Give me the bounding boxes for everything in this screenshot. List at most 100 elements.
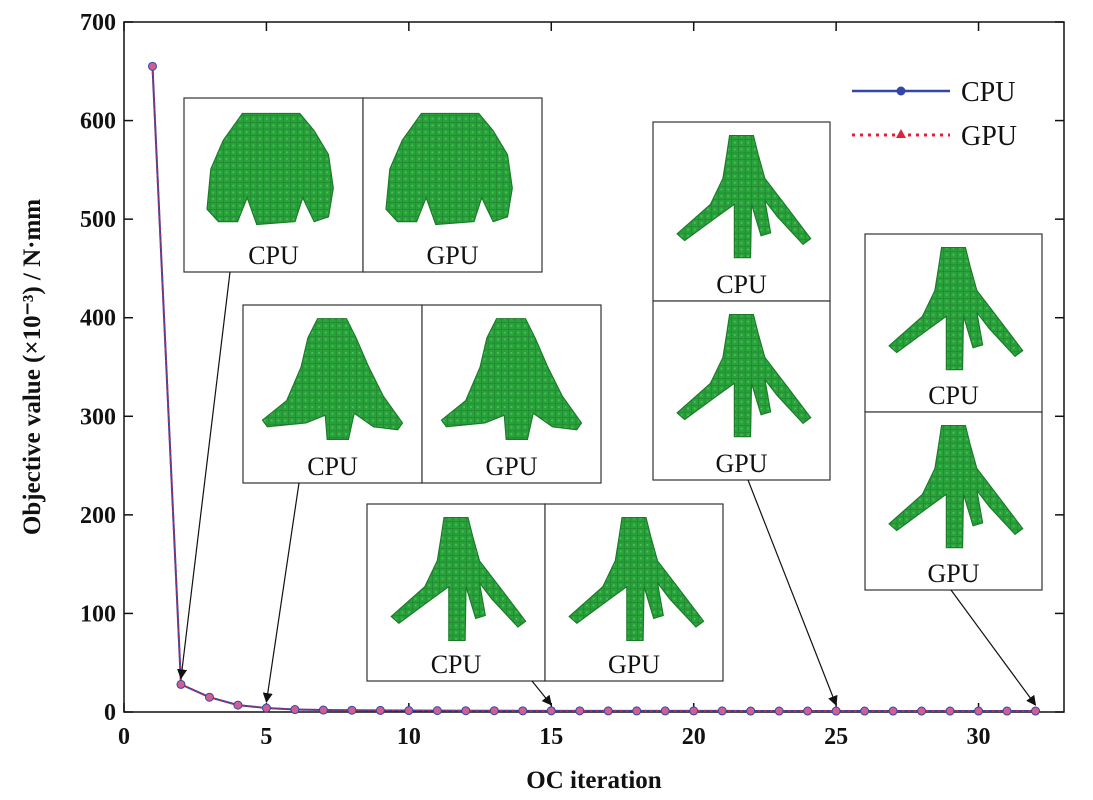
- y-tick-label: 600: [80, 109, 116, 135]
- data-point-gpu: [462, 707, 470, 715]
- series-layer: [147, 61, 1041, 716]
- tripod-model-shape: [888, 246, 1024, 371]
- tripod-model-shape: [676, 313, 812, 438]
- inset-label-cpu: CPU: [248, 241, 299, 270]
- inset-panel: CPU GPU: [864, 233, 1043, 591]
- inset-cell-gpu: GPU: [421, 304, 602, 484]
- callout-arrow: [747, 479, 838, 706]
- x-tick-label: 5: [260, 724, 272, 750]
- x-tick-label: 10: [397, 724, 421, 750]
- data-point-gpu: [861, 707, 869, 715]
- callout-arrow: [177, 271, 231, 680]
- data-point-gpu: [633, 707, 641, 715]
- inset-panel: CPU GPU: [183, 97, 543, 273]
- data-point-gpu: [975, 707, 983, 715]
- tripod-model-shape: [676, 134, 812, 259]
- legend-label-gpu: GPU: [961, 121, 1017, 152]
- data-point-gpu: [234, 701, 242, 709]
- y-tick-label: 500: [80, 207, 116, 233]
- data-point-gpu: [148, 62, 156, 70]
- inset-cell-cpu: CPU: [183, 97, 364, 273]
- x-axis: 0 5 10 15 20 25 30: [118, 22, 991, 750]
- data-point-gpu: [747, 707, 755, 715]
- inset-panel: CPU GPU: [366, 503, 724, 682]
- data-point-gpu: [576, 707, 584, 715]
- x-tick-label: 15: [539, 724, 563, 750]
- legend: CPU GPU: [852, 77, 1017, 152]
- y-axis: 0 100 200 300 400 500 600 700: [80, 10, 1064, 726]
- data-point-gpu: [519, 707, 527, 715]
- inset-cell-cpu: CPU: [242, 304, 423, 484]
- data-point-gpu: [661, 707, 669, 715]
- arrows-layer: [177, 271, 1037, 706]
- y-tick-label: 300: [80, 404, 116, 430]
- inset-cell-cpu: CPU: [652, 121, 831, 302]
- data-point-gpu: [1032, 707, 1040, 715]
- data-point-gpu: [376, 706, 384, 714]
- inset-label-gpu: GPU: [715, 449, 767, 478]
- tent-model-shape: [261, 318, 404, 440]
- series-line-cpu: [151, 66, 1036, 713]
- inset-label-cpu: CPU: [716, 270, 767, 299]
- inset-cell-cpu: CPU: [366, 503, 546, 682]
- inset-label-cpu: CPU: [431, 650, 482, 679]
- data-point-gpu: [604, 707, 612, 715]
- inset-cell-gpu: GPU: [544, 503, 724, 682]
- x-tick-label: 0: [118, 724, 130, 750]
- data-point-gpu: [1003, 707, 1011, 715]
- data-point-gpu: [718, 707, 726, 715]
- y-tick-label: 700: [80, 10, 116, 36]
- inset-label-cpu: CPU: [307, 452, 358, 481]
- data-point-gpu: [177, 680, 185, 688]
- legend-marker-gpu: [896, 129, 906, 138]
- callout-arrow: [262, 482, 300, 704]
- legend-marker-cpu: [896, 86, 906, 96]
- tent-model-shape: [440, 318, 583, 440]
- inset-cell-gpu: GPU: [362, 97, 543, 273]
- data-point-gpu: [832, 707, 840, 715]
- data-point-gpu: [490, 707, 498, 715]
- data-point-gpu: [775, 707, 783, 715]
- inset-panel: CPU GPU: [242, 304, 602, 484]
- data-point-gpu: [348, 706, 356, 714]
- tripod-model-shape: [568, 517, 705, 642]
- inset-label-gpu: GPU: [485, 452, 537, 481]
- legend-label-cpu: CPU: [961, 77, 1015, 108]
- data-point-gpu: [262, 704, 270, 712]
- x-tick-label: 25: [824, 724, 848, 750]
- data-point-gpu: [690, 707, 698, 715]
- data-point-gpu: [804, 707, 812, 715]
- dome-model-shape: [385, 112, 513, 226]
- x-tick-label: 30: [967, 724, 991, 750]
- plot-frame: [123, 21, 1065, 713]
- inset-label-cpu: CPU: [928, 381, 979, 410]
- tripod-model-shape: [888, 424, 1024, 549]
- data-point-gpu: [946, 707, 954, 715]
- data-point-gpu: [319, 706, 327, 714]
- y-tick-label: 400: [80, 306, 116, 332]
- inset-cell-gpu: GPU: [864, 411, 1043, 591]
- insets-layer: CPU GPU CPU GPU CPU GPU CPU GPU CPU GPU: [183, 97, 1043, 682]
- y-tick-label: 200: [80, 503, 116, 529]
- y-tick-label: 0: [104, 700, 116, 726]
- plot-area: [123, 21, 1065, 713]
- inset-panel: CPU GPU: [652, 121, 831, 481]
- tripod-model-shape: [390, 517, 527, 642]
- data-point-gpu: [291, 706, 299, 714]
- inset-label-gpu: GPU: [608, 650, 660, 679]
- data-point-gpu: [547, 707, 555, 715]
- inset-label-gpu: GPU: [927, 559, 979, 588]
- inset-cell-cpu: CPU: [864, 233, 1043, 413]
- y-tick-label: 100: [80, 601, 116, 627]
- dome-model-shape: [206, 112, 334, 226]
- callout-arrow: [950, 589, 1037, 706]
- inset-cell-gpu: GPU: [652, 300, 831, 481]
- x-axis-title: OC iteration: [526, 767, 661, 794]
- inset-label-gpu: GPU: [426, 241, 478, 270]
- data-point-gpu: [433, 707, 441, 715]
- x-tick-label: 20: [682, 724, 706, 750]
- data-point-gpu: [918, 707, 926, 715]
- callout-arrow: [531, 680, 552, 706]
- y-axis-title: Objective value (×10⁻³) / N·mm: [19, 199, 46, 535]
